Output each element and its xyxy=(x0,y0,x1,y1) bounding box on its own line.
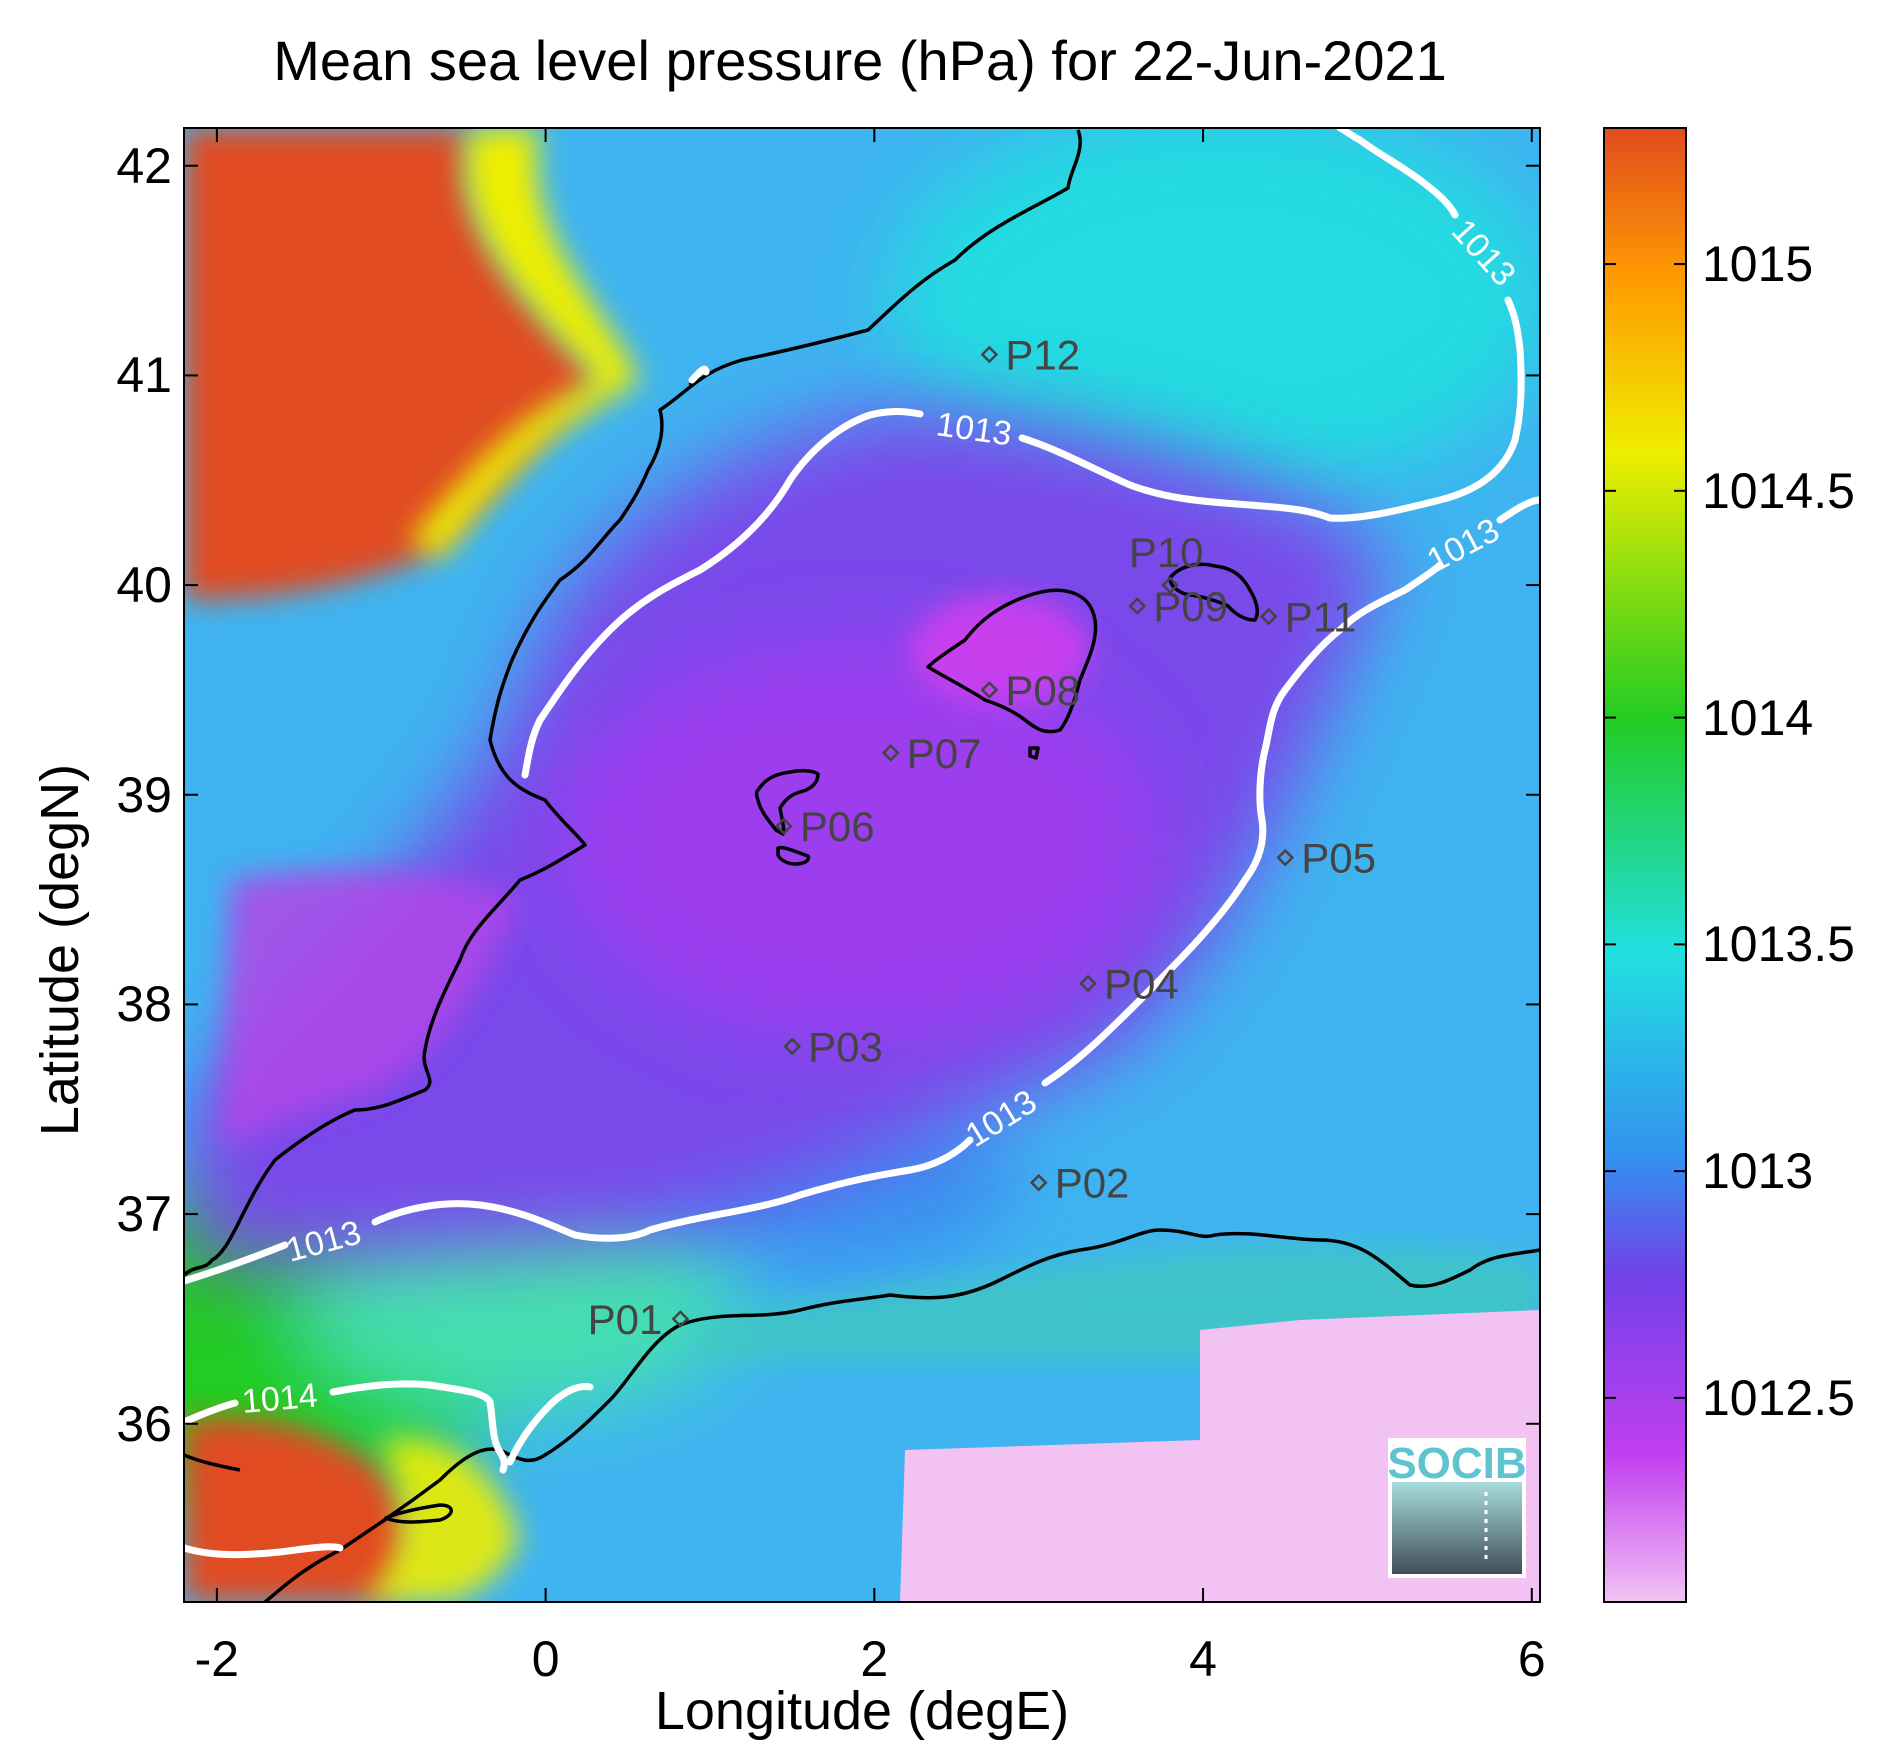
y-tick-label: 41 xyxy=(116,347,172,404)
y-axis-label: Latitude (degN) xyxy=(30,763,90,1137)
y-tick-label: 40 xyxy=(116,557,172,614)
station-label: P07 xyxy=(907,730,982,777)
station-label: P11 xyxy=(1285,594,1357,641)
station-label: P08 xyxy=(1005,667,1080,714)
y-tick-label: 38 xyxy=(116,976,172,1033)
plot-frame xyxy=(183,127,1541,1603)
x-axis-label: Longitude (degE) xyxy=(654,1681,1070,1741)
colorbar-tick-label: 1015 xyxy=(1702,236,1814,293)
x-tick-label: 6 xyxy=(1517,1631,1546,1687)
station-points: P01 P02 P03 P04 P05 P06 P07 P08 P09 P10 P11 P12 xyxy=(588,331,1376,1342)
station-marker xyxy=(1276,848,1295,867)
contour-1013-arc xyxy=(521,128,1525,779)
x-tick-label: 2 xyxy=(860,1631,889,1687)
station-marker xyxy=(980,681,999,699)
colorbar-tick-label: 1013 xyxy=(1702,1143,1814,1200)
station-marker xyxy=(1079,974,1097,993)
colorbar-tick-label: 1014.5 xyxy=(1702,462,1855,519)
station-marker xyxy=(881,743,900,762)
x-tick-label: 0 xyxy=(531,1631,560,1687)
axis-ticks xyxy=(184,128,1540,1602)
contour-1014 xyxy=(184,1380,594,1474)
contour-1013 xyxy=(184,496,1540,1285)
station-marker xyxy=(1161,576,1180,594)
station-label: P12 xyxy=(1005,331,1080,378)
colorbar-tick-label: 1013.5 xyxy=(1702,916,1855,973)
y-tick-label: 36 xyxy=(116,1395,172,1452)
chart-title: Mean sea level pressure (hPa) for 22-Jun… xyxy=(273,29,1447,92)
contour-1014-south xyxy=(184,1543,344,1559)
station-marker xyxy=(775,817,793,836)
socib-logo-text: SOCIB xyxy=(1387,1439,1526,1488)
contour-lines xyxy=(184,128,1540,1559)
station-label: P03 xyxy=(808,1023,883,1070)
station-marker xyxy=(980,345,999,364)
station-marker xyxy=(671,1310,690,1328)
station-label: P10 xyxy=(1129,529,1204,576)
socib-logo: SOCIB xyxy=(1387,1438,1527,1578)
x-tick-label: -2 xyxy=(194,1631,240,1687)
colorbar-tick-label: 1014 xyxy=(1702,689,1814,746)
station-label: P09 xyxy=(1153,583,1228,630)
contour-1013-north-frag xyxy=(688,365,710,384)
contour-label: 1014 xyxy=(240,1377,319,1421)
station-marker xyxy=(783,1037,801,1056)
station-label: P05 xyxy=(1301,835,1376,882)
station-marker xyxy=(1128,597,1147,615)
station-label: P06 xyxy=(800,803,875,850)
colorbar xyxy=(1603,127,1687,1603)
station-marker xyxy=(1259,607,1278,626)
x-tick-label: 4 xyxy=(1189,1631,1217,1687)
station-label: P01 xyxy=(588,1296,663,1343)
station-label: P04 xyxy=(1104,960,1179,1007)
y-tick-label: 39 xyxy=(116,766,172,823)
colorbar-tick-label: 1012.5 xyxy=(1702,1369,1855,1426)
station-marker xyxy=(1029,1173,1048,1192)
station-label: P02 xyxy=(1055,1160,1130,1207)
y-tick-label: 42 xyxy=(116,137,172,194)
y-tick-label: 37 xyxy=(116,1186,172,1243)
